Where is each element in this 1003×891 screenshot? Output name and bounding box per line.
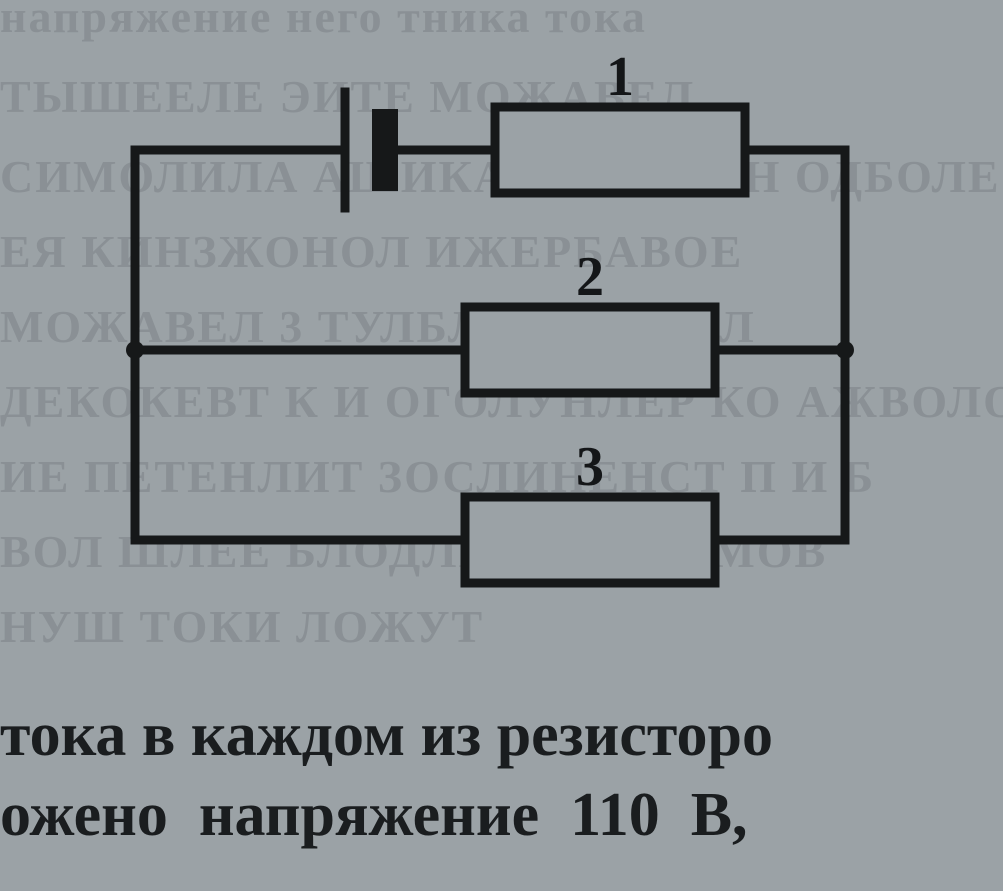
bleed-row: напряжение него тника тока <box>0 0 1003 43</box>
resistor-label-1: 1 <box>600 45 640 109</box>
caption-line-2: ожено напряжение 110 В, <box>0 780 1003 851</box>
caption-line-1: тока в каждом из резисторо <box>0 700 1003 771</box>
circuit-diagram: 1 2 3 <box>95 50 885 620</box>
caption-text-1: тока в каждом из резисторо <box>0 701 773 769</box>
resistor-label-3: 3 <box>570 435 610 499</box>
resistor-label-2: 2 <box>570 245 610 309</box>
caption-text-2: ожено напряжение 110 В, <box>0 781 748 849</box>
page-root: напряжение него тника токаТЫШЕЕЛЕ ЭИТЕ М… <box>0 0 1003 891</box>
circuit-svg <box>95 50 885 620</box>
